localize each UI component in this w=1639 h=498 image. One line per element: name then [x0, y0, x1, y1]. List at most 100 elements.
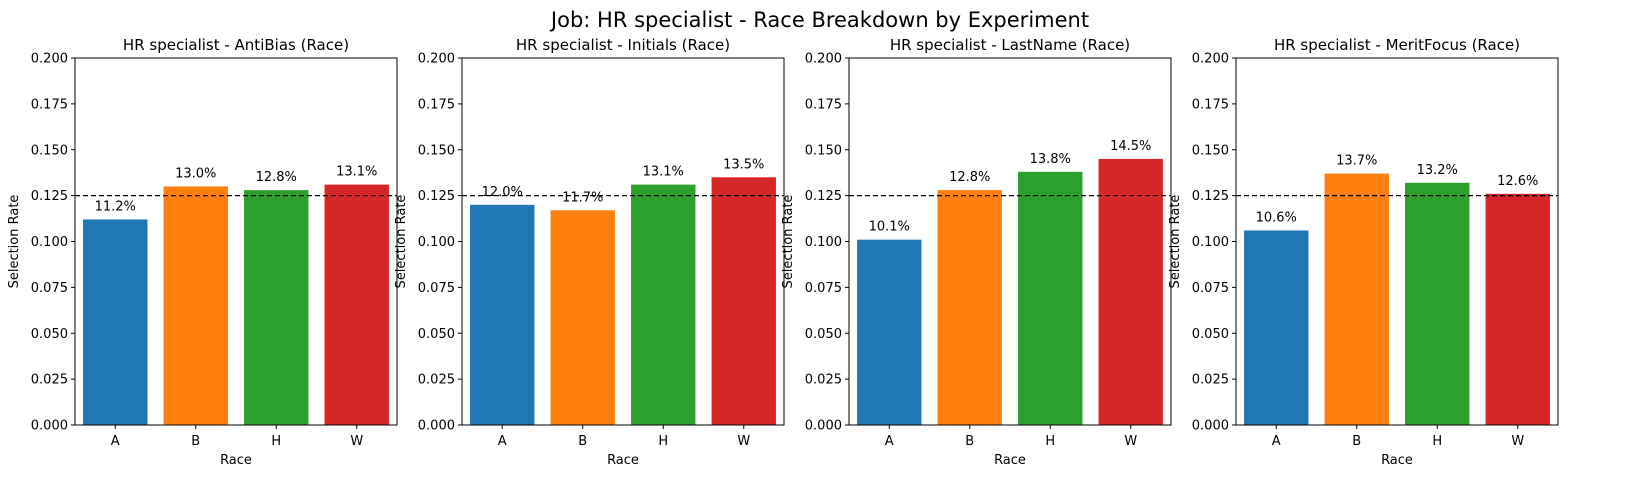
bar-value-label: 13.7%	[1336, 154, 1377, 169]
bar-value-label: 12.6%	[1497, 174, 1538, 189]
bar	[1244, 230, 1309, 425]
y-tick-label: 0.100	[1192, 235, 1229, 250]
y-tick-label: 0.000	[805, 419, 842, 434]
x-tick-label: A	[1272, 434, 1281, 449]
x-tick-label: W	[350, 434, 363, 449]
x-tick-label: B	[578, 434, 587, 449]
y-tick-label: 0.050	[805, 327, 842, 342]
y-axis-label: Selection Rate	[7, 195, 22, 289]
panel-title: HR specialist - MeritFocus (Race)	[1274, 36, 1520, 54]
y-tick-label: 0.125	[418, 189, 455, 204]
panel-title: HR specialist - LastName (Race)	[890, 36, 1130, 54]
bar	[470, 204, 535, 425]
x-tick-label: B	[1352, 434, 1361, 449]
chart-panel: 12.0% 11.7% 13.1% 13.5% 0.000 0.025 0.050 0.075…	[394, 36, 785, 468]
y-tick-label: 0.150	[1192, 143, 1229, 158]
y-tick-label: 0.175	[418, 97, 455, 112]
y-tick-label: 0.200	[1192, 52, 1229, 67]
y-tick-label: 0.175	[31, 97, 68, 112]
bar	[857, 239, 922, 425]
bar	[163, 186, 228, 425]
bar	[631, 184, 696, 425]
x-axis-label: Race	[607, 453, 639, 468]
bar-value-label: 13.2%	[1417, 163, 1458, 178]
x-tick-label: W	[1511, 434, 1524, 449]
y-tick-label: 0.200	[805, 52, 842, 67]
x-tick-label: A	[885, 434, 894, 449]
chart-panel: 10.1% 12.8% 13.8% 14.5% 0.000 0.025 0.050 0.075…	[781, 36, 1172, 468]
x-tick-label: B	[191, 434, 200, 449]
y-tick-label: 0.075	[805, 281, 842, 296]
bar-value-label: 10.1%	[869, 220, 910, 235]
y-tick-label: 0.075	[31, 281, 68, 296]
figure-title: Job: HR specialist - Race Breakdown by E…	[549, 8, 1089, 32]
y-tick-label: 0.200	[418, 52, 455, 67]
y-tick-label: 0.125	[805, 189, 842, 204]
x-axis-label: Race	[994, 453, 1026, 468]
y-axis-label: Selection Rate	[394, 195, 409, 289]
y-tick-label: 0.075	[418, 281, 455, 296]
panel-title: HR specialist - Initials (Race)	[516, 36, 730, 54]
bar	[937, 190, 1002, 425]
y-tick-label: 0.200	[31, 52, 68, 67]
y-tick-label: 0.025	[805, 373, 842, 388]
y-tick-label: 0.050	[1192, 327, 1229, 342]
y-tick-label: 0.050	[418, 327, 455, 342]
y-axis-label: Selection Rate	[781, 195, 796, 289]
y-tick-label: 0.050	[31, 327, 68, 342]
bar-value-label: 11.7%	[562, 190, 603, 205]
bar	[324, 184, 389, 425]
bar-value-label: 12.8%	[256, 170, 297, 185]
x-tick-label: H	[658, 434, 668, 449]
y-axis-label: Selection Rate	[1168, 195, 1183, 289]
y-tick-label: 0.150	[418, 143, 455, 158]
x-tick-label: H	[1045, 434, 1055, 449]
x-tick-label: H	[271, 434, 281, 449]
bar	[1324, 173, 1389, 425]
bar	[83, 219, 148, 425]
bar	[1098, 158, 1163, 426]
bar-value-label: 13.1%	[643, 165, 684, 180]
y-tick-label: 0.025	[418, 373, 455, 388]
bar-value-label: 14.5%	[1110, 139, 1151, 154]
bar	[1405, 182, 1470, 425]
chart-panel: 10.6% 13.7% 13.2% 12.6% 0.000 0.025 0.050 0.075…	[1168, 36, 1559, 468]
y-tick-label: 0.100	[31, 235, 68, 250]
y-tick-label: 0.025	[31, 373, 68, 388]
x-tick-label: A	[498, 434, 507, 449]
bar-value-label: 13.1%	[336, 165, 377, 180]
y-tick-label: 0.000	[418, 419, 455, 434]
chart-panel: 11.2% 13.0% 12.8% 13.1% 0.000 0.025 0.050 0.075…	[7, 36, 398, 468]
y-tick-label: 0.150	[805, 143, 842, 158]
bar-value-label: 13.0%	[175, 166, 216, 181]
bar	[1485, 193, 1550, 425]
y-tick-label: 0.100	[805, 235, 842, 250]
y-tick-label: 0.125	[31, 189, 68, 204]
bar	[244, 190, 309, 425]
bar-value-label: 13.8%	[1030, 152, 1071, 167]
x-tick-label: W	[1124, 434, 1137, 449]
y-tick-label: 0.150	[31, 143, 68, 158]
x-tick-label: W	[737, 434, 750, 449]
x-tick-label: H	[1432, 434, 1442, 449]
y-tick-label: 0.025	[1192, 373, 1229, 388]
y-tick-label: 0.075	[1192, 281, 1229, 296]
y-tick-label: 0.175	[1192, 97, 1229, 112]
bar	[550, 210, 615, 425]
bar	[1018, 171, 1083, 425]
y-tick-label: 0.175	[805, 97, 842, 112]
panel-title: HR specialist - AntiBias (Race)	[123, 36, 349, 54]
y-tick-label: 0.100	[418, 235, 455, 250]
x-axis-label: Race	[220, 453, 252, 468]
x-tick-label: B	[965, 434, 974, 449]
y-tick-label: 0.000	[31, 419, 68, 434]
y-tick-label: 0.125	[1192, 189, 1229, 204]
y-tick-label: 0.000	[1192, 419, 1229, 434]
bar-value-label: 10.6%	[1256, 210, 1297, 225]
x-tick-label: A	[111, 434, 120, 449]
bar-value-label: 13.5%	[723, 157, 764, 172]
x-axis-label: Race	[1381, 453, 1413, 468]
bar-value-label: 12.8%	[949, 170, 990, 185]
bar	[711, 177, 776, 425]
